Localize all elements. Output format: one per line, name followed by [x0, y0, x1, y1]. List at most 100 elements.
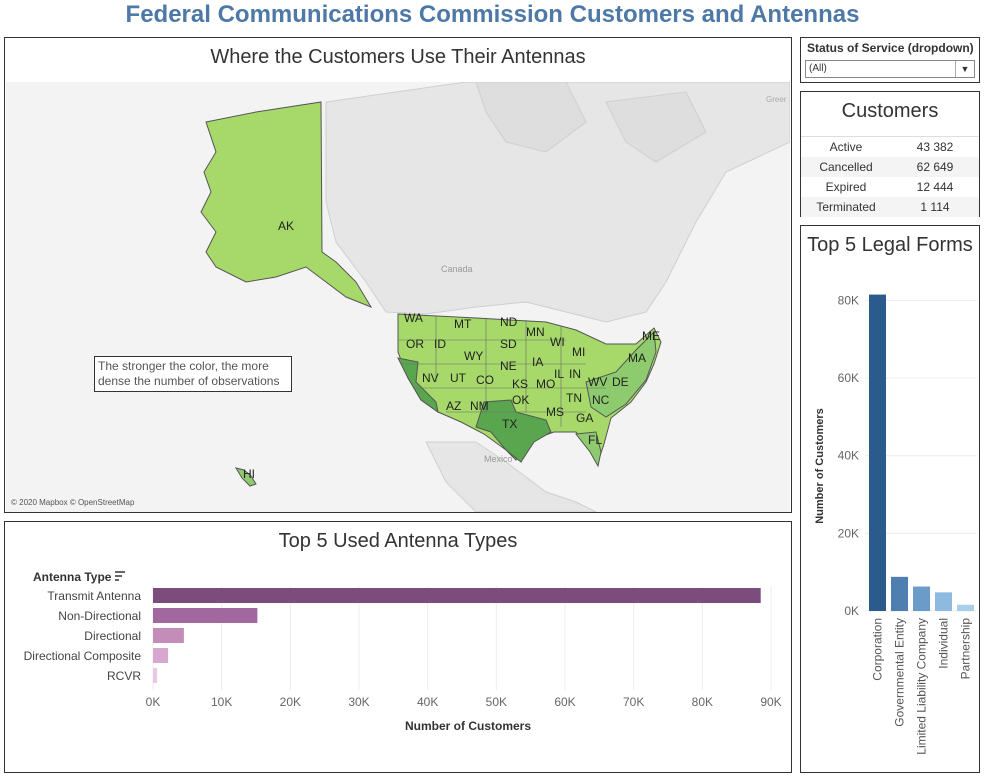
- category-label: Directional Composite: [24, 649, 142, 663]
- antenna-chart: Antenna Type 0K 10K 20K 30K 40K 50K 60K 70K 80K 90…: [24, 570, 782, 733]
- x-tick-label: 80K: [692, 695, 713, 709]
- bar-individual[interactable]: [935, 592, 952, 611]
- table-row: Expired 12 444: [801, 177, 979, 197]
- state-label-wa: WA: [404, 311, 423, 325]
- state-label-nd: ND: [500, 315, 518, 329]
- x-axis-label: Number of Customers: [405, 719, 531, 733]
- status-label: Terminated: [816, 200, 876, 214]
- state-label-wy: WY: [464, 349, 483, 363]
- status-label: Active: [829, 140, 863, 154]
- place-label-canada: Canada: [441, 264, 473, 274]
- antenna-type-header: Antenna Type: [33, 570, 112, 584]
- state-label-me: ME: [642, 329, 660, 343]
- state-label-nc: NC: [592, 393, 610, 407]
- x-tick-label: 90K: [760, 695, 781, 709]
- state-label-id: ID: [434, 337, 446, 351]
- place-label-greer: Greer: [766, 95, 787, 104]
- status-count: 12 444: [916, 180, 954, 194]
- state-label-or: OR: [406, 337, 424, 351]
- customer-map[interactable]: AK HI WA OR MT ID ND SD MN WI MI WY NE IA IL IN NV UT CO KS…: [6, 82, 790, 512]
- map-attribution[interactable]: © 2020 Mapbox © OpenStreetMap: [11, 498, 135, 507]
- status-count: 1 114: [920, 200, 950, 214]
- bar-governmental-entity[interactable]: [891, 576, 908, 611]
- state-label-ok: OK: [512, 393, 529, 407]
- x-tick-label: 0K: [146, 695, 161, 709]
- map-panel: Where the Customers Use Their Antennas: [4, 37, 792, 513]
- bar-corporation[interactable]: [869, 294, 886, 611]
- mexico-land: [425, 441, 597, 512]
- state-label-nm: NM: [470, 399, 489, 413]
- state-label-az: AZ: [446, 399, 461, 413]
- bar-directional[interactable]: [153, 628, 184, 643]
- category-label: Partnership: [959, 618, 973, 680]
- antenna-title: Top 5 Used Antenna Types: [278, 530, 518, 552]
- dashboard-title: Federal Communications Commission Custom…: [125, 1, 860, 28]
- status-filter-label: Status of Service (dropdown): [807, 41, 974, 55]
- chevron-down-icon[interactable]: ▼: [955, 61, 974, 77]
- state-label-mi: MI: [572, 345, 585, 359]
- bar-transmit-antenna[interactable]: [153, 588, 761, 603]
- state-label-mn: MN: [526, 325, 545, 339]
- bar-partnership[interactable]: [957, 604, 974, 611]
- x-tick-label: 30K: [348, 695, 369, 709]
- state-label-de: DE: [612, 375, 629, 389]
- map-title: Where the Customers Use Their Antennas: [210, 46, 586, 68]
- bar-directional-composite[interactable]: [153, 648, 169, 663]
- state-label-sd: SD: [500, 337, 517, 351]
- y-tick-label: 80K: [838, 293, 859, 307]
- y-tick-label: 60K: [838, 371, 859, 385]
- state-label-ak: AK: [278, 219, 294, 233]
- state-label-ms: MS: [546, 405, 564, 419]
- state-label-hi: HI: [243, 467, 255, 481]
- category-label: Governmental Entity: [893, 618, 907, 727]
- category-label: Corporation: [871, 618, 885, 681]
- california-shape: [397, 357, 439, 414]
- customers-table: Active 43 382 Cancelled 62 649 Expired 1…: [801, 136, 979, 217]
- category-label: Non-Directional: [58, 609, 141, 623]
- customers-panel: Customers Active 43 382 Cancelled 62 649…: [800, 91, 980, 217]
- east-region: [585, 330, 657, 418]
- x-tick-label: 60K: [554, 695, 575, 709]
- state-label-ne: NE: [500, 359, 517, 373]
- state-label-nv: NV: [422, 371, 439, 385]
- state-label-ma: MA: [628, 351, 646, 365]
- state-label-in: IN: [569, 367, 581, 381]
- state-label-wi: WI: [550, 335, 565, 349]
- sort-icon[interactable]: [115, 571, 125, 581]
- customers-title: Customers: [841, 100, 939, 122]
- y-tick-label: 40K: [838, 449, 859, 463]
- status-filter-value: (All): [809, 63, 827, 74]
- florida-shape: [575, 431, 602, 468]
- legal-chart: 0K 20K 40K 60K 80K Corporation Governmental En…: [814, 293, 977, 755]
- state-label-tx: TX: [502, 417, 517, 431]
- state-label-tn: TN: [566, 391, 582, 405]
- y-tick-label: 20K: [838, 526, 859, 540]
- x-tick-label: 10K: [211, 695, 232, 709]
- state-label-il: IL: [554, 367, 564, 381]
- status-filter-dropdown[interactable]: (All) ▼: [805, 60, 975, 78]
- texas-shape: [475, 399, 552, 463]
- bar-non-directional[interactable]: [153, 608, 258, 623]
- table-row: Terminated 1 114: [801, 197, 979, 217]
- status-count: 43 382: [916, 140, 954, 154]
- hawaii-shape: [234, 467, 257, 487]
- state-label-co: CO: [476, 373, 494, 387]
- category-label: Individual: [937, 618, 951, 669]
- bar-rcvr[interactable]: [153, 668, 158, 683]
- state-label-wv: WV: [588, 375, 607, 389]
- state-label-ks: KS: [512, 377, 528, 391]
- table-row: Cancelled 62 649: [801, 157, 979, 177]
- x-tick-label: 70K: [623, 695, 644, 709]
- legal-panel: Top 5 Legal Forms 0K 20K 40K 60K 80K Corporat…: [800, 225, 980, 773]
- bar-limited-liability-company[interactable]: [913, 586, 930, 611]
- table-row: Active 43 382: [801, 137, 979, 157]
- category-label: Directional: [84, 629, 141, 643]
- x-tick-label: 20K: [280, 695, 301, 709]
- state-label-ia: IA: [532, 355, 543, 369]
- map-note: The stronger the color, the more dense t…: [94, 356, 292, 392]
- category-label: Transmit Antenna: [47, 589, 141, 603]
- category-label: Limited Liability Company: [915, 618, 929, 755]
- filter-panel: Status of Service (dropdown) (All) ▼: [800, 37, 980, 83]
- state-label-mt: MT: [454, 317, 472, 331]
- legal-title: Top 5 Legal Forms: [807, 234, 973, 256]
